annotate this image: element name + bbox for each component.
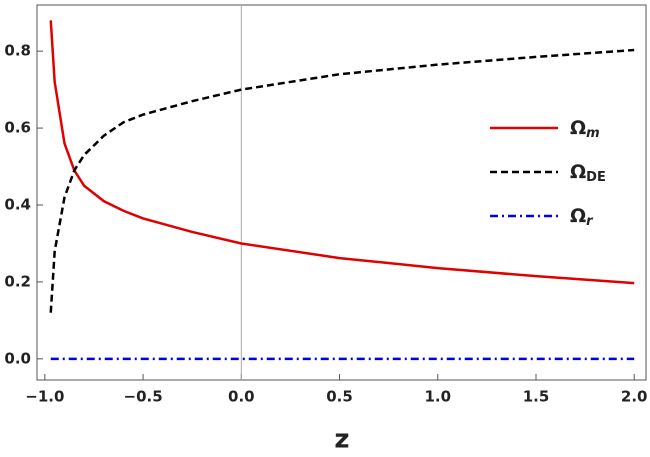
y-tick-label: 0.4 [4, 196, 31, 214]
legend-label: Ωm [570, 117, 600, 141]
legend-label: ΩDE [570, 161, 606, 185]
x-tick-label: −0.5 [124, 388, 163, 406]
x-tick-label: 1.0 [424, 388, 451, 406]
plot-frame [36, 4, 647, 381]
x-tick-label: −1.0 [25, 388, 64, 406]
y-tick-label: 0.0 [4, 349, 31, 367]
y-tick-label: 0.2 [4, 272, 31, 290]
legend-label: Ωr [570, 205, 594, 229]
series-line [49, 20, 635, 285]
x-tick-label: 1.5 [523, 388, 550, 406]
y-tick-label: 0.6 [4, 119, 31, 137]
series-line [49, 48, 635, 313]
x-axis-label: z [334, 425, 349, 455]
x-tick-label: 0.5 [326, 388, 353, 406]
x-tick-label: 2.0 [621, 388, 648, 406]
y-tick-label: 0.8 [4, 42, 31, 60]
x-tick-label: 0.0 [228, 388, 255, 406]
